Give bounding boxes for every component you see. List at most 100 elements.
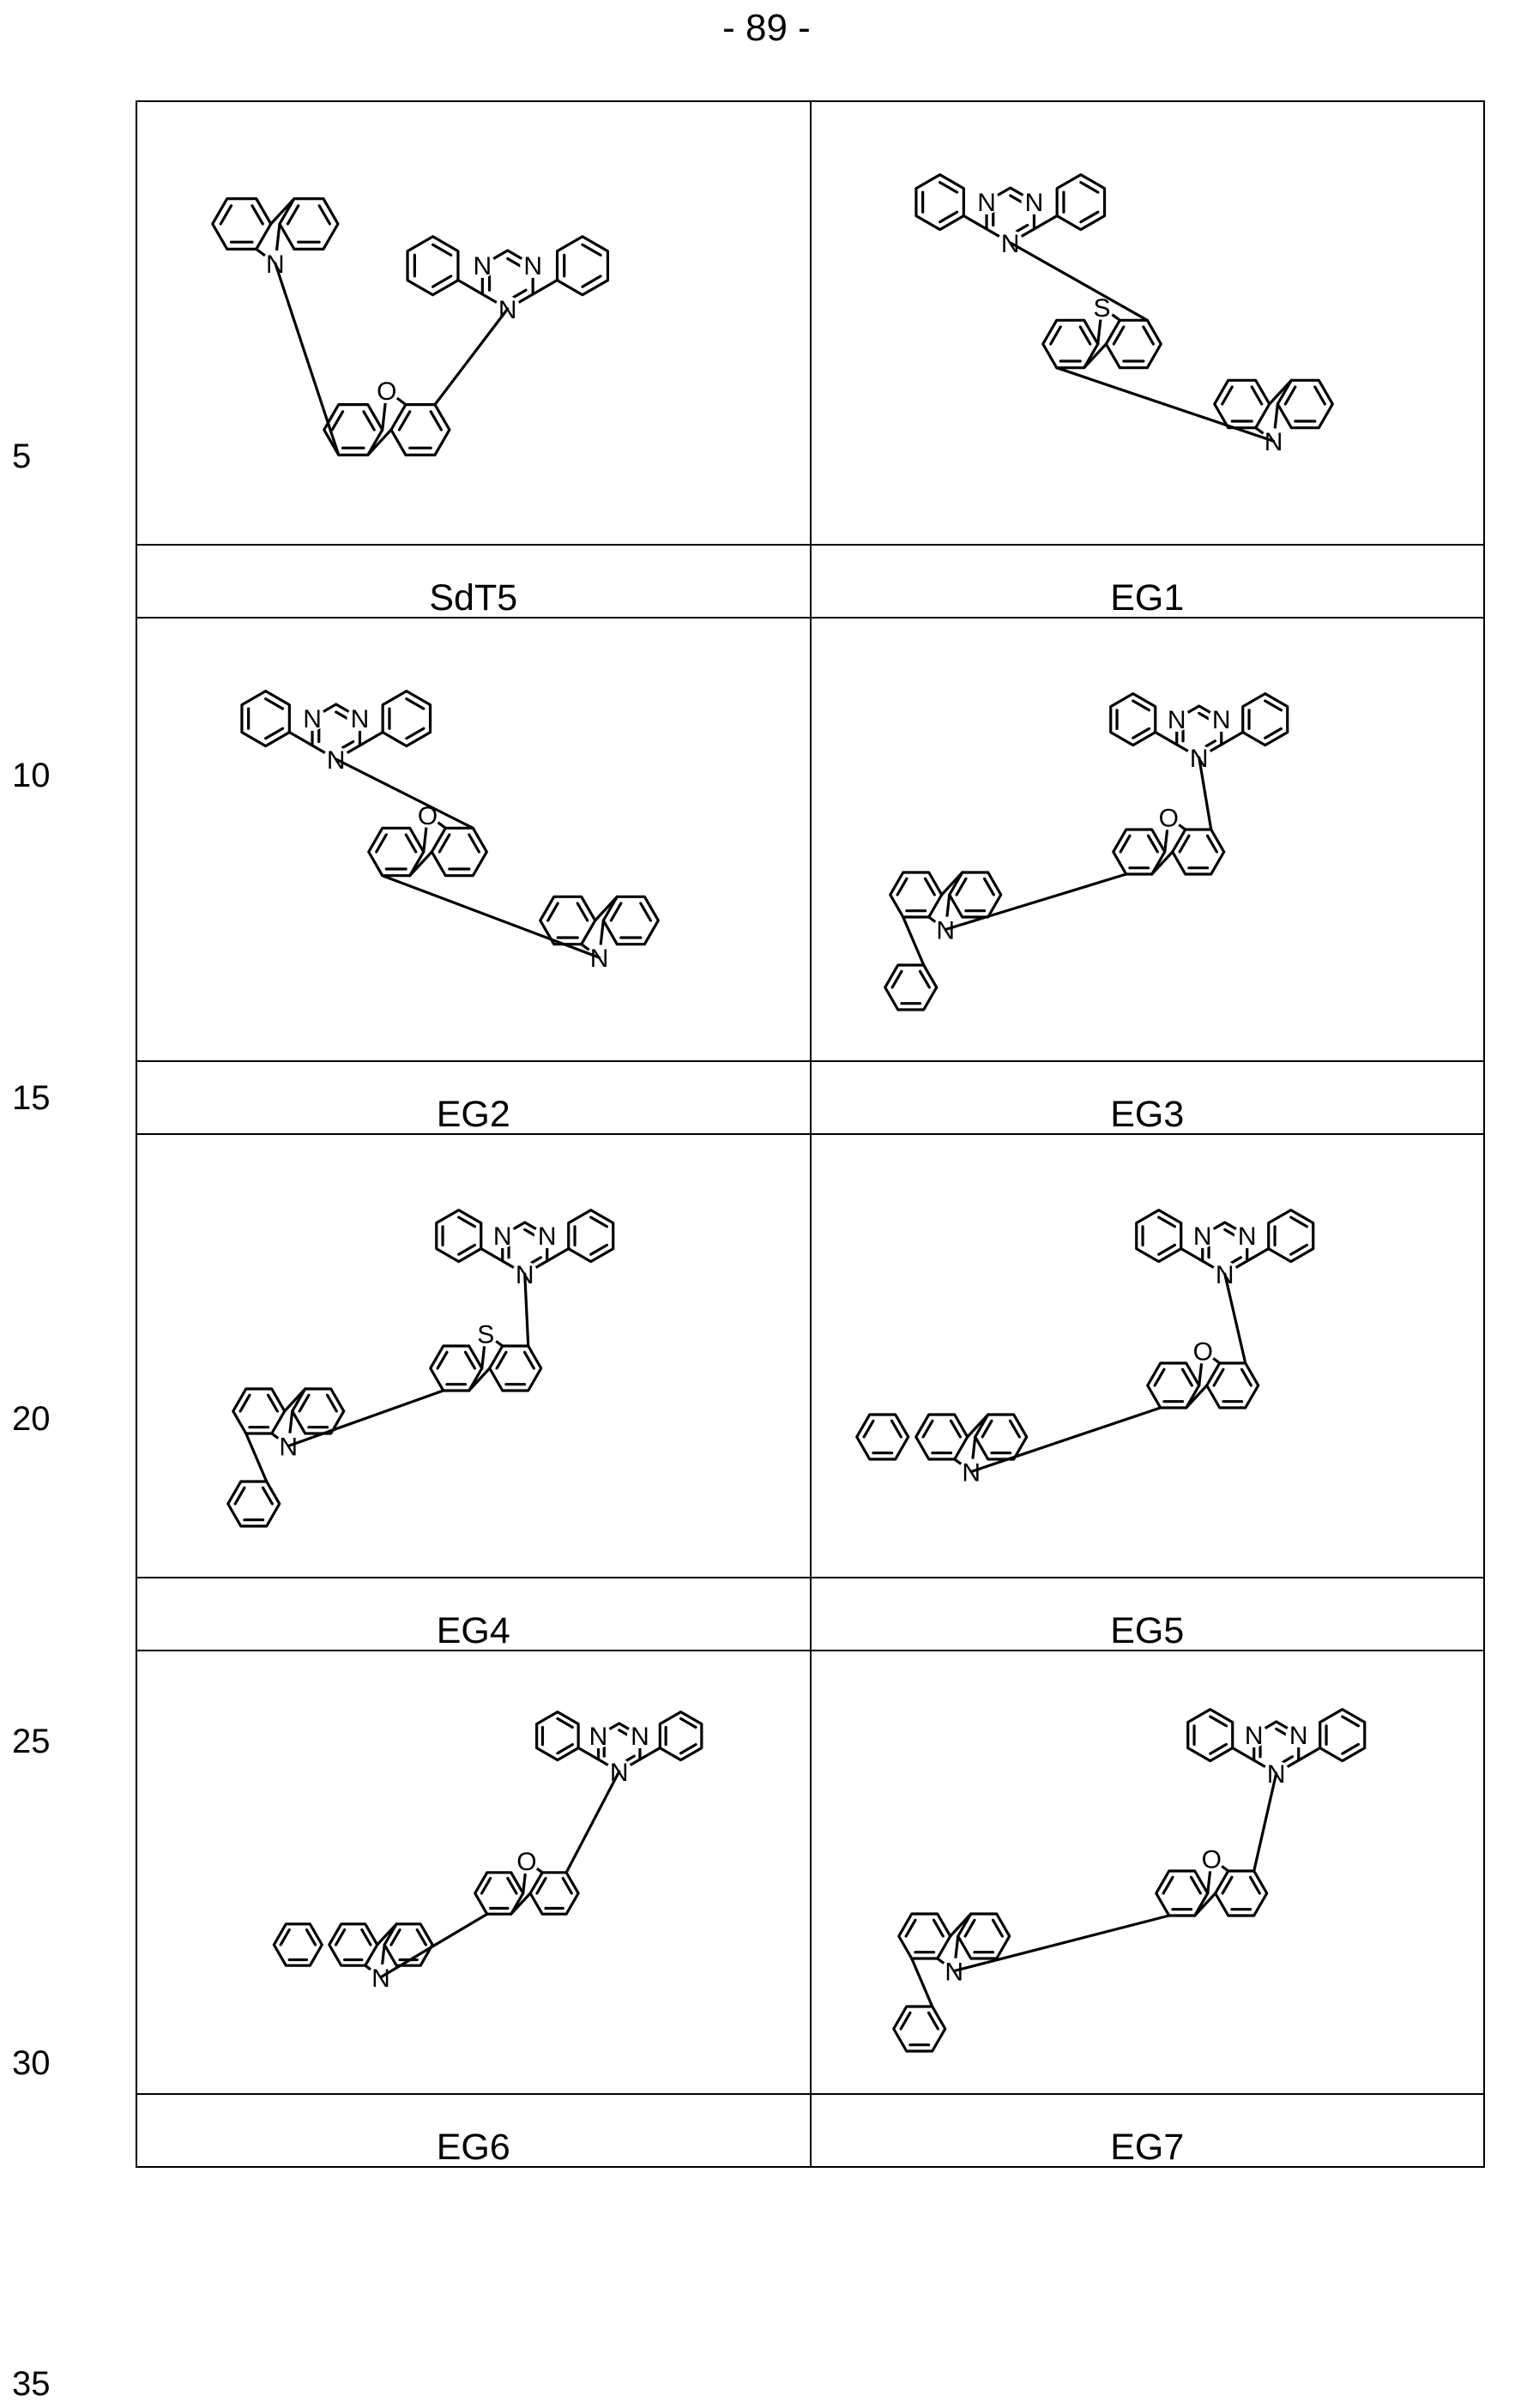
bond	[1112, 325, 1125, 346]
bond	[375, 833, 388, 854]
bond	[1221, 1875, 1234, 1895]
bond	[1178, 834, 1191, 854]
atom-label-oxygen: O	[1192, 1338, 1212, 1367]
bond	[317, 204, 332, 226]
atom-label-nitrogen: N	[631, 1723, 649, 1751]
atom-label-nitrogen: N	[1024, 189, 1043, 217]
atom-mask	[489, 1222, 516, 1249]
bond	[982, 877, 995, 896]
bond	[1192, 1892, 1216, 1917]
atom-mask	[626, 1723, 653, 1749]
atom-mask	[1163, 706, 1190, 733]
atom-mask	[513, 1848, 540, 1874]
bond	[405, 727, 425, 740]
bond	[266, 1393, 279, 1413]
bond	[921, 1419, 934, 1439]
aromatic-ring	[535, 1711, 580, 1762]
atom-label-nitrogen: N	[1167, 706, 1186, 734]
bond	[1240, 1367, 1252, 1387]
bond	[1153, 1367, 1166, 1387]
atom-label-nitrogen: N	[1211, 706, 1230, 734]
atom-label-oxygen: O	[516, 1848, 536, 1876]
bond	[932, 1918, 945, 1938]
bond	[1222, 1272, 1246, 1365]
bond	[890, 1419, 902, 1439]
bond	[1197, 756, 1212, 831]
bond	[1289, 1216, 1308, 1228]
bond	[438, 833, 451, 854]
bond	[1263, 727, 1283, 740]
aromatic-ring	[1266, 1209, 1314, 1264]
aromatic-ring	[381, 690, 432, 748]
bond	[325, 1393, 338, 1413]
bond	[279, 1928, 291, 1946]
bond	[1248, 1875, 1261, 1895]
bond	[389, 1928, 401, 1946]
bond	[286, 204, 300, 226]
bond	[1220, 385, 1234, 406]
bond	[1119, 834, 1132, 854]
bond	[495, 1350, 508, 1370]
bond	[404, 833, 418, 854]
bond	[433, 307, 510, 407]
bond	[1162, 1875, 1174, 1895]
page-number: - 89 -	[722, 7, 811, 49]
bond	[564, 1770, 621, 1874]
atom-label-nitrogen: N	[1244, 1722, 1263, 1750]
atom-mask	[1198, 1845, 1224, 1872]
bond	[264, 697, 285, 710]
bond	[1184, 1384, 1208, 1409]
line-number: 20	[12, 1400, 51, 1438]
bond	[334, 1928, 347, 1946]
atom-label-nitrogen: N	[538, 1222, 557, 1251]
atom-mask	[1234, 1222, 1260, 1249]
bond	[862, 1419, 875, 1439]
atom-label-nitrogen: N	[303, 705, 322, 733]
atom-mask	[1208, 706, 1234, 733]
atom-label-nitrogen: N	[1237, 1222, 1256, 1251]
line-number: 30	[12, 2044, 51, 2082]
bond	[298, 1393, 311, 1413]
bond	[1131, 699, 1150, 712]
compound-label: EG7	[809, 2092, 1485, 2169]
bond	[379, 1912, 489, 1979]
atom-mask	[373, 377, 400, 404]
atom-mask	[1189, 1222, 1216, 1249]
bond	[531, 279, 559, 296]
aromatic-ring	[406, 235, 460, 297]
bond	[305, 1928, 317, 1946]
bond	[358, 730, 385, 747]
atom-label-nitrogen: N	[523, 252, 542, 281]
bond	[283, 1387, 307, 1413]
bond	[638, 1746, 662, 1761]
bond	[1156, 1216, 1176, 1228]
bond	[1141, 325, 1155, 346]
bond	[233, 1486, 246, 1506]
bond	[546, 1246, 570, 1263]
bond	[376, 1922, 398, 1946]
bond	[366, 428, 393, 457]
bond	[429, 410, 444, 432]
aromatic-ring	[914, 173, 965, 232]
bond	[1078, 210, 1099, 224]
aromatic-ring	[272, 1922, 323, 1968]
bond	[535, 1877, 547, 1895]
bond	[479, 1246, 504, 1263]
bond	[899, 2011, 912, 2031]
bond	[480, 1877, 492, 1895]
bond	[436, 1350, 449, 1370]
bond	[581, 243, 602, 257]
bond	[904, 1918, 917, 1938]
bond	[949, 1419, 962, 1439]
bond	[926, 2011, 939, 2031]
atom-label-oxygen: O	[1158, 805, 1178, 833]
bond	[457, 1244, 477, 1257]
aromatic-ring	[658, 1711, 703, 1762]
bond	[679, 1717, 697, 1729]
